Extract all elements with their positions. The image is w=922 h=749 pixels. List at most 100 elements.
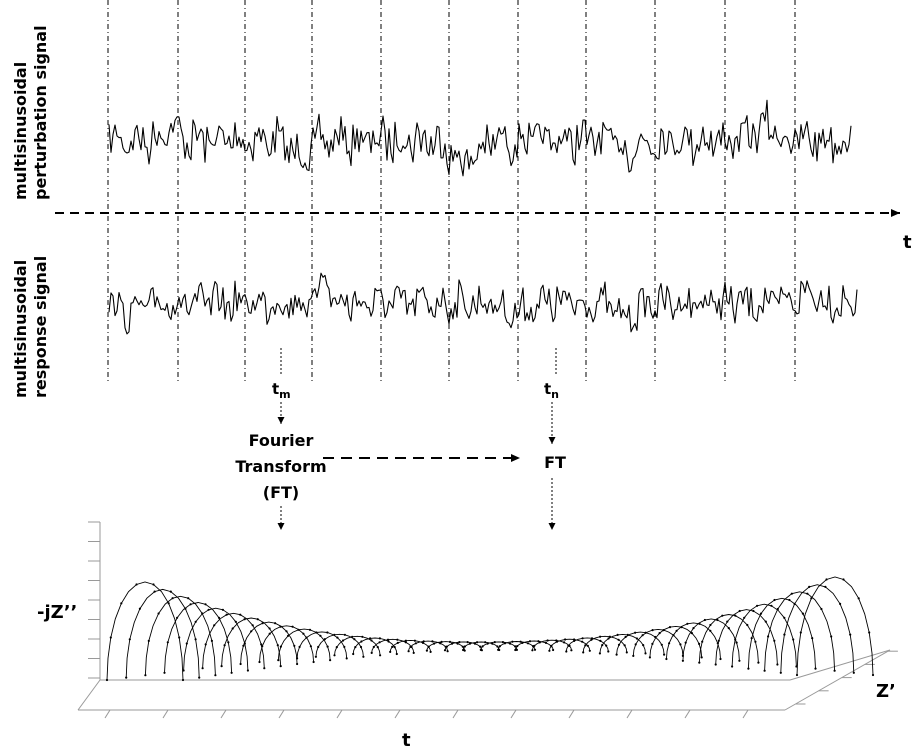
arc-point xyxy=(590,638,593,641)
time-tick-5 xyxy=(336,709,343,719)
arc-point xyxy=(351,635,354,638)
arc-point xyxy=(305,636,308,639)
arc-point xyxy=(747,667,750,670)
arc-point xyxy=(795,673,799,677)
arc-point xyxy=(268,632,271,635)
arc-point xyxy=(261,622,264,625)
arc-point xyxy=(466,641,469,644)
arc-point xyxy=(625,651,628,654)
arc-point xyxy=(291,625,294,628)
time-axis-ticks xyxy=(104,709,749,719)
arc-point xyxy=(329,659,332,662)
arc-point xyxy=(105,678,109,682)
arc-point xyxy=(644,652,647,655)
time-tick-8 xyxy=(510,709,517,719)
arc-point xyxy=(752,609,755,613)
arc-point xyxy=(830,635,833,638)
tm-label: tm xyxy=(272,380,291,401)
arc-point xyxy=(448,640,452,644)
arc-point xyxy=(302,632,305,635)
arc-point xyxy=(811,637,814,640)
fourier-label-line2: Transform xyxy=(235,457,326,476)
arc-point xyxy=(684,641,687,644)
arc-point xyxy=(735,641,738,644)
arc-point xyxy=(754,640,757,643)
imag-axis-ticks xyxy=(88,521,100,679)
arc-point xyxy=(528,640,532,643)
time-axis-label: t xyxy=(903,232,912,253)
arc-point xyxy=(511,640,514,643)
arc-point xyxy=(217,616,221,619)
arc-point xyxy=(601,644,604,647)
arc-point xyxy=(746,623,749,627)
arc-point xyxy=(701,640,704,643)
arc-point xyxy=(242,644,245,647)
arc-point xyxy=(258,660,261,664)
response-label-line2: response signal xyxy=(31,256,50,398)
arc-point xyxy=(135,583,138,586)
nyquist-arc-9 xyxy=(259,625,315,663)
arc-point xyxy=(125,676,128,679)
time-tick-10 xyxy=(626,709,633,719)
arc-point xyxy=(279,625,282,628)
arc-point xyxy=(624,635,627,639)
nyquist-arc-29 xyxy=(616,631,665,655)
arc-point xyxy=(496,645,499,648)
time-tick-2 xyxy=(162,709,169,719)
imag-axis-label: -jZ’’ xyxy=(37,602,77,623)
arc-point xyxy=(767,635,770,638)
arc-point xyxy=(756,604,759,607)
arc-point xyxy=(531,649,534,652)
arc-point xyxy=(260,643,263,646)
arc-point xyxy=(581,640,584,643)
arc-point xyxy=(810,597,813,600)
arc-point xyxy=(607,650,610,653)
arc-point xyxy=(726,620,729,623)
arc-point xyxy=(223,644,226,647)
arc-point xyxy=(719,657,722,661)
arc-point xyxy=(709,629,712,632)
arc-point xyxy=(776,607,779,611)
arc-point xyxy=(634,643,637,646)
nyquist-arc-8 xyxy=(240,621,298,665)
arc-point xyxy=(396,638,399,641)
arc-point xyxy=(407,650,410,653)
arc-point xyxy=(686,622,689,625)
arc-point xyxy=(227,641,230,644)
time-tick-4 xyxy=(278,709,285,719)
time-tick-12 xyxy=(742,709,749,719)
nyquist-arc-34 xyxy=(698,614,759,663)
arc-point xyxy=(516,645,519,648)
arc-point xyxy=(109,636,112,639)
arc-point xyxy=(750,637,753,640)
arc-point xyxy=(700,656,703,659)
nyquist-arc-30 xyxy=(632,628,684,656)
arc-point xyxy=(293,644,296,647)
arc-point xyxy=(615,653,618,656)
arc-point xyxy=(563,641,566,644)
arc-point xyxy=(181,678,185,682)
arc-point xyxy=(486,642,489,645)
arc-point xyxy=(263,667,266,670)
nyquist-arc-1 xyxy=(106,581,184,681)
arc-point xyxy=(279,665,282,668)
arc-point xyxy=(152,583,155,586)
arc-point xyxy=(234,620,237,623)
arc-point xyxy=(564,638,567,641)
arc-point xyxy=(393,646,396,649)
arc-point xyxy=(412,651,415,655)
arc-point xyxy=(446,650,449,653)
nyquist-arc-11 xyxy=(296,631,348,659)
arc-point xyxy=(201,667,204,670)
arc-point xyxy=(213,624,216,627)
nyquist-arc-2 xyxy=(125,588,200,678)
arc-point xyxy=(479,645,482,648)
nyquist-arc-36 xyxy=(731,603,797,667)
arc-point xyxy=(868,631,871,634)
arc-point xyxy=(634,631,637,634)
nyquist-arc-series xyxy=(105,576,875,682)
arc-point xyxy=(521,641,524,645)
arc-point xyxy=(586,644,589,647)
arc-point xyxy=(623,644,626,647)
arc-point xyxy=(759,612,763,615)
